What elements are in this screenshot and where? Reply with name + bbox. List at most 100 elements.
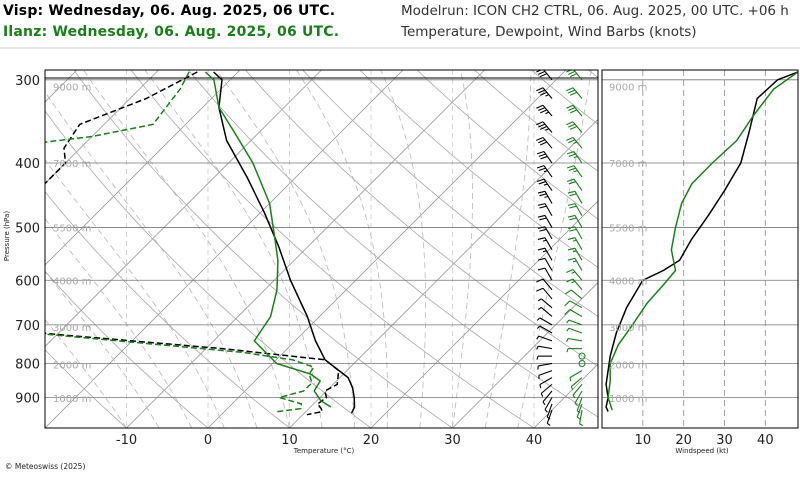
ilanz-wind-barb bbox=[566, 87, 583, 99]
visp-dewpoint-line bbox=[45, 71, 340, 416]
moist-adiabat bbox=[380, 70, 426, 428]
moist-adiabat bbox=[83, 70, 290, 428]
isotherm-line bbox=[533, 363, 598, 428]
wind-height-label: 5500 m bbox=[609, 224, 647, 235]
ilanz-wind-barb bbox=[566, 104, 583, 117]
ilanz-wind-barb bbox=[572, 384, 583, 399]
ilanz-wind-barb bbox=[578, 352, 586, 360]
visp-wind-barb bbox=[537, 307, 553, 317]
height-label: 9000 m bbox=[53, 82, 91, 93]
height-label: 5500 m bbox=[53, 224, 91, 235]
wind-height-label: 2000 m bbox=[609, 361, 647, 372]
windspeed-profiles bbox=[605, 71, 798, 412]
visp-wind-barb bbox=[537, 190, 553, 204]
wind-height-label: 1000 m bbox=[609, 394, 647, 405]
windspeed-axis-label: Windspeed (kt) bbox=[675, 447, 728, 455]
dry-adiabat bbox=[187, 70, 598, 418]
visp-wind-barb bbox=[538, 370, 553, 380]
dry-adiabat bbox=[474, 70, 598, 172]
moist-adiabat bbox=[45, 270, 160, 428]
isotherm-line bbox=[45, 70, 404, 428]
wind-frame bbox=[601, 69, 799, 429]
height-label: 1000 m bbox=[53, 394, 91, 405]
dry-adiabat bbox=[45, 349, 127, 428]
temperature-tick-label: -10 bbox=[116, 433, 137, 448]
pressure-tick-label: 300 bbox=[15, 74, 40, 89]
temperature-tick-label: 40 bbox=[526, 433, 543, 448]
ilanz-wind-barb bbox=[569, 370, 583, 382]
moist-adiabat bbox=[45, 159, 225, 428]
dry-adiabat bbox=[130, 70, 535, 428]
pressure-tick-label: 700 bbox=[15, 319, 40, 334]
moist-adiabat bbox=[215, 70, 356, 428]
dry-adiabat bbox=[45, 191, 290, 428]
height-label: 3000 m bbox=[53, 323, 91, 334]
visp-wind-barb bbox=[539, 377, 553, 389]
ilanz-wind-barb bbox=[576, 403, 583, 420]
visp-wind-barb bbox=[536, 355, 552, 360]
visp-wind-barb bbox=[536, 335, 553, 342]
visp-temperature-line bbox=[213, 71, 356, 414]
ilanz-wind-barb bbox=[566, 178, 583, 191]
visp-wind-barb bbox=[536, 104, 553, 117]
ilanz-wind-barb bbox=[567, 257, 583, 271]
ilanz-wind-barb bbox=[566, 121, 583, 133]
wind-panel-bg bbox=[602, 70, 798, 428]
visp-wind-barb bbox=[536, 287, 553, 300]
ilanz-wind-barb bbox=[566, 136, 583, 149]
wind-height-label: 3000 m bbox=[609, 323, 647, 334]
ilanz-wind-speed-line bbox=[607, 71, 798, 411]
isotherm-line bbox=[452, 281, 598, 428]
ilanz-temperature-line bbox=[204, 71, 332, 408]
moist-adiabat bbox=[296, 70, 388, 428]
moist-adiabat bbox=[45, 91, 258, 428]
ilanz-wind-barb bbox=[566, 327, 583, 334]
visp-wind-barb bbox=[536, 151, 553, 164]
sounding-profiles bbox=[45, 71, 356, 416]
pressure-tick-label: 400 bbox=[15, 157, 40, 172]
visp-wind-barb bbox=[542, 390, 553, 406]
windspeed-tick-label: 10 bbox=[635, 433, 652, 448]
height-label: 7000 m bbox=[53, 159, 91, 170]
ilanz-wind-barb bbox=[579, 410, 584, 426]
pressure-tick-label: 600 bbox=[15, 274, 40, 289]
visp-wind-barb bbox=[536, 278, 553, 291]
ilanz-wind-barb bbox=[570, 377, 583, 391]
ilanz-wind-barb bbox=[567, 237, 583, 251]
ilanz-wind-barb bbox=[566, 337, 583, 343]
chart-frames bbox=[0, 47, 800, 429]
visp-wind-barb bbox=[536, 317, 553, 326]
dry-adiabat bbox=[245, 70, 598, 367]
temperature-tick-label: 20 bbox=[363, 433, 380, 448]
ilanz-wind-barb bbox=[567, 226, 583, 240]
moist-adiabat bbox=[452, 70, 473, 428]
windspeed-tick-label: 40 bbox=[757, 433, 774, 448]
wind-height-label: 7000 m bbox=[609, 159, 647, 170]
visp-wind-barb bbox=[544, 397, 553, 413]
ilanz-wind-barb bbox=[564, 289, 583, 300]
dry-adiabat bbox=[45, 110, 372, 428]
ilanz-wind-barb bbox=[566, 278, 583, 291]
isotherm-line bbox=[289, 118, 598, 428]
visp-wind-barb bbox=[537, 214, 553, 228]
windspeed-tick-label: 30 bbox=[716, 433, 733, 448]
visp-wind-barb bbox=[536, 345, 553, 350]
dry-adiabat bbox=[359, 70, 598, 268]
isotherm-line bbox=[45, 70, 322, 348]
ilanz-wind-barb bbox=[578, 359, 586, 367]
visp-wind-barb bbox=[536, 87, 553, 99]
copyright-notice: © Meteoswiss (2025) bbox=[5, 462, 86, 471]
windspeed-grid bbox=[602, 70, 798, 428]
temperature-tick-label: 30 bbox=[444, 433, 461, 448]
dry-adiabat bbox=[73, 70, 453, 428]
visp-wind-barb bbox=[537, 362, 553, 370]
ilanz-wind-barb bbox=[567, 214, 583, 228]
dry-adiabat bbox=[302, 70, 598, 317]
ilanz-dewpoint-line bbox=[45, 71, 315, 413]
ilanz-wind-barb bbox=[566, 165, 583, 178]
visp-wind-barb bbox=[537, 247, 553, 261]
ilanz-wind-barb bbox=[566, 319, 583, 326]
windspeed-tick-label: 20 bbox=[675, 433, 692, 448]
